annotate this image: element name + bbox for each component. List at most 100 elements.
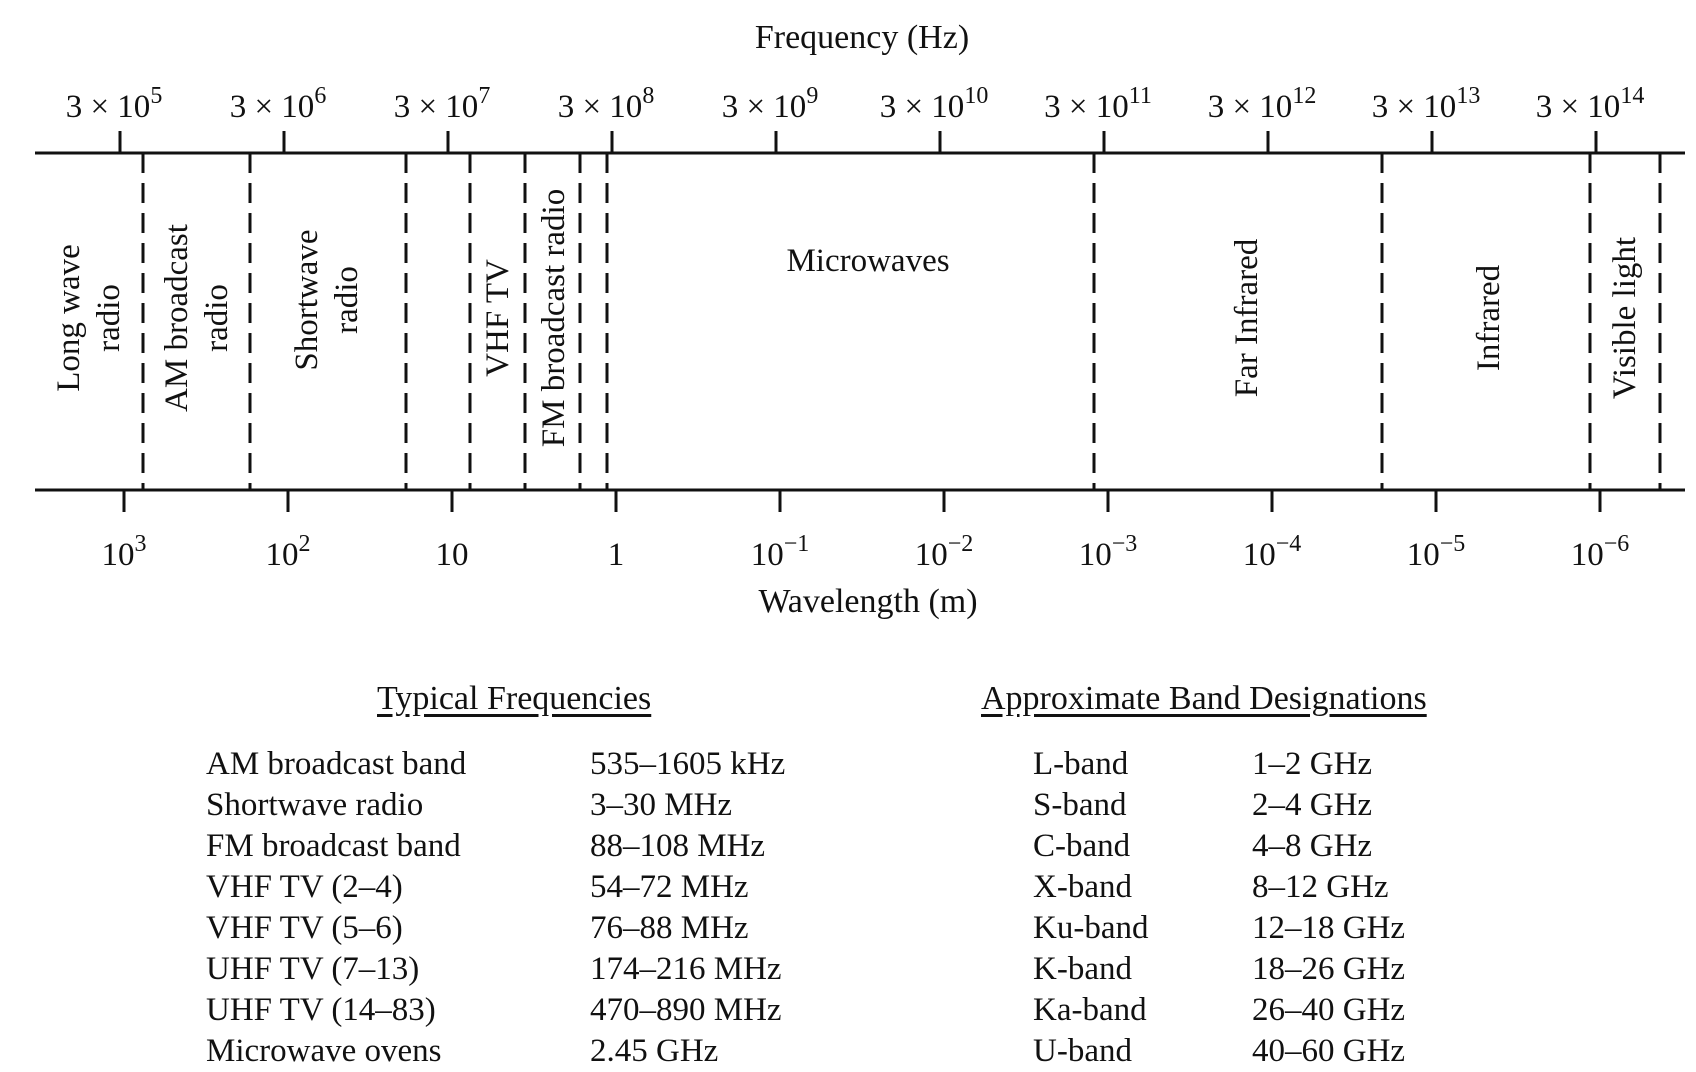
- row-name: UHF TV (7–13): [206, 951, 420, 987]
- row-name: AM broadcast band: [206, 746, 467, 782]
- row-value: 54–72 MHz: [590, 869, 749, 905]
- row-value: 1–2 GHz: [1252, 746, 1373, 782]
- table-row: Shortwave radio 3–30 MHz: [206, 785, 785, 826]
- row-value: 2.45 GHz: [590, 1033, 719, 1069]
- table-row: L-band 1–2 GHz: [1033, 744, 1405, 785]
- table-row: Ku-band 12–18 GHz: [1033, 908, 1405, 949]
- table-row: UHF TV (7–13) 174–216 MHz: [206, 949, 785, 990]
- frequency-ticks: 3 × 105 3 × 106 3 × 107 3 × 108 3 × 109 3 × 1…: [66, 83, 1645, 153]
- band-label-line: AM broadcast: [159, 224, 195, 412]
- band-label-line: FM broadcast radio: [536, 189, 572, 447]
- frequency-tick-label: 3 × 106: [230, 83, 327, 125]
- band-label-line: radio: [199, 284, 235, 352]
- table-row: Microwave ovens 2.45 GHz: [206, 1031, 785, 1072]
- frequency-tick-label: 3 × 1013: [1372, 83, 1481, 125]
- row-name: C-band: [1033, 828, 1131, 864]
- table-row: VHF TV (5–6) 76–88 MHz: [206, 908, 785, 949]
- frequency-axis-label: Frequency (Hz): [755, 19, 969, 56]
- row-name: S-band: [1033, 787, 1127, 823]
- row-value: 3–30 MHz: [590, 787, 733, 823]
- row-name: Microwave ovens: [206, 1033, 442, 1069]
- table-row: U-band 40–60 GHz: [1033, 1031, 1405, 1072]
- row-name: Ku-band: [1033, 910, 1149, 946]
- row-value: 26–40 GHz: [1252, 992, 1406, 1028]
- row-name: K-band: [1033, 951, 1132, 987]
- row-name: UHF TV (14–83): [206, 992, 436, 1028]
- frequency-tick-label: 3 × 109: [722, 83, 819, 125]
- long-wave-radio-label: Long wave radio: [51, 244, 127, 392]
- row-name: VHF TV (5–6): [206, 910, 403, 946]
- wavelength-axis-label: Wavelength (m): [758, 583, 977, 620]
- row-value: 40–60 GHz: [1252, 1033, 1406, 1069]
- visible-light-label: Visible light: [1607, 237, 1643, 399]
- wavelength-tick-label: 10−4: [1243, 531, 1302, 573]
- row-value: 4–8 GHz: [1252, 828, 1373, 864]
- band-labels: Long wave radio AM broadcast radio Shortwave…: [51, 189, 1643, 447]
- band-label-line: Long wave: [51, 244, 87, 392]
- row-name: X-band: [1033, 869, 1132, 905]
- row-name: L-band: [1033, 746, 1129, 782]
- infrared-label: Infrared: [1471, 264, 1507, 371]
- band-designations-table: L-band 1–2 GHz S-band 2–4 GHz C-band 4–8 GHz X…: [1033, 744, 1405, 1072]
- frequency-tick-label: 3 × 1011: [1044, 83, 1152, 125]
- table-row: UHF TV (14–83) 470–890 MHz: [206, 990, 785, 1031]
- row-value: 76–88 MHz: [590, 910, 749, 946]
- row-name: U-band: [1033, 1033, 1132, 1069]
- band-label-line: radio: [91, 284, 127, 352]
- typical-frequencies-table: AM broadcast band 535–1605 kHz Shortwave r…: [206, 744, 785, 1072]
- wavelength-tick-label: 103: [102, 531, 147, 573]
- band-label-line: Microwaves: [786, 243, 949, 279]
- vhf-tv-label: VHF TV: [480, 259, 516, 377]
- row-name: Ka-band: [1033, 992, 1147, 1028]
- table-row: FM broadcast band 88–108 MHz: [206, 826, 785, 867]
- fm-broadcast-radio-label: FM broadcast radio: [536, 189, 572, 447]
- typical-frequencies-title: Typical Frequencies: [377, 680, 652, 717]
- row-value: 470–890 MHz: [590, 992, 782, 1028]
- table-row: K-band 18–26 GHz: [1033, 949, 1405, 990]
- am-broadcast-radio-label: AM broadcast radio: [159, 224, 235, 412]
- row-name: VHF TV (2–4): [206, 869, 403, 905]
- frequency-tick-label: 3 × 108: [558, 83, 655, 125]
- band-label-line: VHF TV: [480, 259, 516, 377]
- band-label-line: radio: [329, 266, 365, 334]
- row-name: Shortwave radio: [206, 787, 424, 823]
- table-row: VHF TV (2–4) 54–72 MHz: [206, 867, 785, 908]
- wavelength-tick-label: 10−6: [1571, 531, 1630, 573]
- band-label-line: Far Infrared: [1229, 238, 1265, 397]
- wavelength-tick-label: 10−1: [751, 531, 810, 573]
- row-value: 174–216 MHz: [590, 951, 782, 987]
- row-value: 88–108 MHz: [590, 828, 766, 864]
- table-row: Ka-band 26–40 GHz: [1033, 990, 1405, 1031]
- wavelength-tick-label: 10−3: [1079, 531, 1138, 573]
- microwaves-label: Microwaves: [786, 243, 949, 279]
- wavelength-tick-label: 10: [436, 537, 469, 573]
- shortwave-radio-label: Shortwave radio: [289, 229, 365, 370]
- row-name: FM broadcast band: [206, 828, 461, 864]
- row-value: 12–18 GHz: [1252, 910, 1406, 946]
- row-value: 2–4 GHz: [1252, 787, 1373, 823]
- table-row: X-band 8–12 GHz: [1033, 867, 1405, 908]
- frequency-tick-label: 3 × 107: [394, 83, 491, 125]
- frequency-tick-label: 3 × 105: [66, 83, 163, 125]
- table-row: AM broadcast band 535–1605 kHz: [206, 744, 785, 785]
- wavelength-tick-label: 10−2: [915, 531, 974, 573]
- row-value: 8–12 GHz: [1252, 869, 1389, 905]
- band-label-line: Infrared: [1471, 264, 1507, 371]
- band-label-line: Shortwave: [289, 229, 325, 370]
- band-designations-title: Approximate Band Designations: [981, 680, 1427, 717]
- frequency-tick-label: 3 × 1012: [1208, 83, 1317, 125]
- band-label-line: Visible light: [1607, 237, 1643, 399]
- frequency-tick-label: 3 × 1010: [880, 83, 989, 125]
- wavelength-tick-label: 102: [266, 531, 311, 573]
- table-row: C-band 4–8 GHz: [1033, 826, 1405, 867]
- band-dividers: [141, 153, 1662, 490]
- row-value: 535–1605 kHz: [590, 746, 786, 782]
- far-infrared-label: Far Infrared: [1229, 238, 1265, 397]
- spectrum-diagram: Frequency (Hz) 3 × 105 3 × 106 3 × 107 3 × …: [35, 19, 1685, 620]
- wavelength-tick-label: 10−5: [1407, 531, 1466, 573]
- wavelength-ticks: 103 102 10 1 10−1 10−2 10−3 10−4 10−5 10−6: [102, 490, 1630, 573]
- wavelength-tick-label: 1: [608, 537, 625, 573]
- table-row: S-band 2–4 GHz: [1033, 785, 1405, 826]
- frequency-tick-label: 3 × 1014: [1536, 83, 1645, 125]
